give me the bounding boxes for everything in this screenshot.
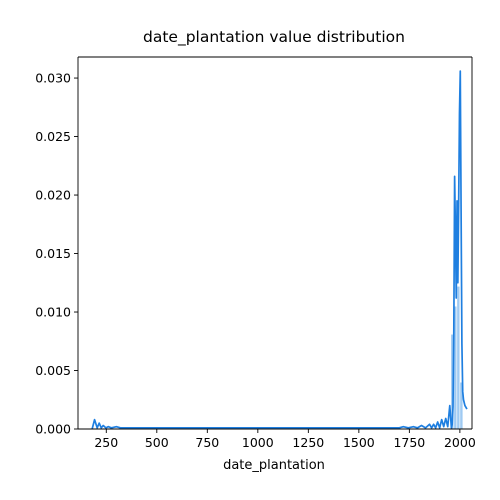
axes [77, 56, 473, 430]
kde-line [91, 70, 468, 430]
x-axis-label: date_plantation [223, 458, 325, 473]
y-tick-label: 0.000 [35, 422, 71, 437]
x-tick-label: 750 [195, 435, 219, 450]
y-tick-label: 0.010 [35, 305, 71, 320]
y-axis-ticks: 0.000 0.005 0.010 0.015 0.020 0.025 0.030 [35, 71, 78, 437]
x-tick-label: 1750 [393, 435, 425, 450]
y-tick-label: 0.020 [35, 188, 71, 203]
histogram-bar-2 [456, 285, 461, 430]
y-tick-label: 0.005 [35, 363, 71, 378]
y-tick-label: 0.025 [35, 129, 71, 144]
y-tick-label: 0.030 [35, 71, 71, 86]
x-axis-ticks: 250 500 750 1000 1250 1500 1750 2000 [94, 429, 476, 450]
x-tick-label: 2000 [444, 435, 476, 450]
x-tick-label: 500 [145, 435, 169, 450]
y-tick-label: 0.015 [35, 246, 71, 261]
x-tick-label: 1000 [242, 435, 274, 450]
x-tick-label: 1250 [292, 435, 324, 450]
kde-curve-layer [91, 70, 468, 430]
chart-title: date_plantation value distribution [143, 28, 405, 47]
x-tick-label: 250 [94, 435, 118, 450]
x-tick-label: 1500 [343, 435, 375, 450]
